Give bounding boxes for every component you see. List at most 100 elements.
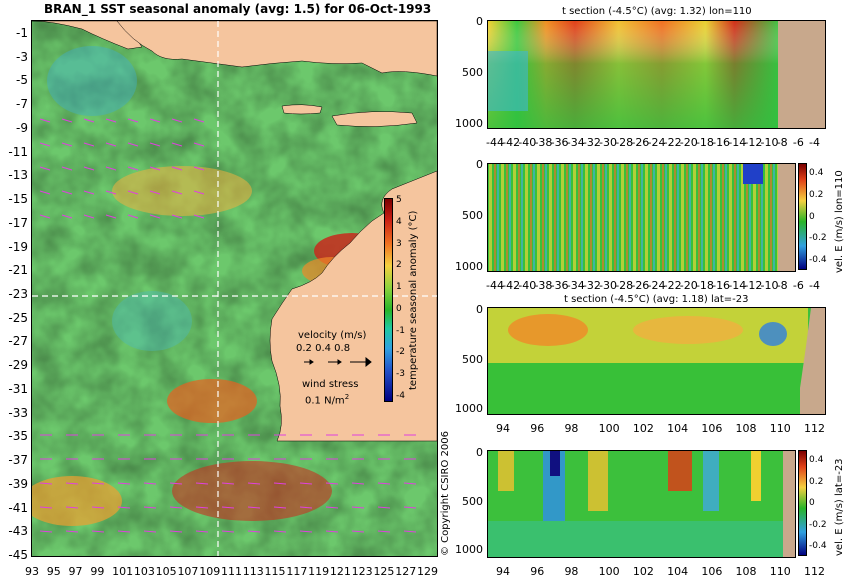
sst-cb-tick-5: 0 bbox=[396, 303, 402, 314]
p4-xtick-5: 104 bbox=[667, 565, 689, 578]
velocity-label: velocity (m/s) bbox=[298, 330, 367, 341]
p4-xtick-8: 110 bbox=[769, 565, 791, 578]
p4-cb-tick-0: 0.4 bbox=[809, 455, 824, 465]
lon-tick-2: 97 bbox=[68, 565, 83, 578]
p1-ytick-2: 1000 bbox=[455, 117, 483, 130]
p2-xtick-17: -10 bbox=[760, 279, 779, 292]
p2-xtick-16: -12 bbox=[744, 279, 763, 292]
p4-ytick-2: 1000 bbox=[455, 543, 483, 556]
lat-tick-1: -3 bbox=[16, 49, 28, 64]
lat-tick-4: -9 bbox=[16, 120, 28, 135]
p1-xtick-12: -20 bbox=[679, 136, 698, 149]
p2-xtick-20: -4 bbox=[809, 279, 820, 292]
lat-tick-5: -11 bbox=[8, 144, 28, 159]
sst-colorbar-label: temperature seasonal anomaly (°C) bbox=[408, 210, 419, 390]
section-panel-3 bbox=[487, 307, 826, 415]
p2-xtick-19: -6 bbox=[792, 279, 804, 292]
lon-tick-18: 129 bbox=[417, 565, 438, 578]
lat-tick-9: -19 bbox=[8, 239, 28, 254]
p2-ytick-1: 500 bbox=[462, 209, 483, 222]
sst-cb-tick-7: -2 bbox=[396, 347, 405, 358]
p4-xtick-9: 112 bbox=[804, 565, 825, 578]
lon-tick-17: 127 bbox=[395, 565, 417, 578]
p2-cb-tick-0: 0.4 bbox=[809, 168, 824, 178]
p4-ytick-1: 500 bbox=[462, 494, 483, 508]
p1-xtick-15: -14 bbox=[728, 136, 747, 149]
p2-xtick-12: -20 bbox=[679, 279, 698, 292]
p1-xtick-11: -22 bbox=[663, 136, 682, 149]
lat-tick-6: -13 bbox=[8, 168, 28, 183]
p2-xtick-1: -42 bbox=[502, 279, 521, 292]
p1-xtick-6: -32 bbox=[582, 136, 601, 149]
section-panel-2 bbox=[487, 163, 796, 272]
p4-ytick-0: 0 bbox=[476, 446, 483, 459]
p2-xtick-5: -34 bbox=[566, 279, 585, 292]
p2-cb-tick-4: -0.4 bbox=[809, 255, 827, 265]
velocity-scale: 0.2 0.4 0.8 bbox=[296, 343, 351, 354]
lat-tick-22: -45 bbox=[8, 548, 28, 562]
lon-tick-5: 103 bbox=[133, 565, 155, 578]
p4-cb-tick-2: 0 bbox=[809, 498, 815, 508]
sst-cb-tick-9: -4 bbox=[396, 391, 405, 401]
lat-tick-8: -17 bbox=[8, 215, 28, 230]
p2-xtick-15: -14 bbox=[728, 279, 747, 292]
p1-xtick-1: -42 bbox=[502, 136, 521, 149]
lat-tick-3: -7 bbox=[16, 97, 28, 112]
p1-ytick-0: 0 bbox=[476, 15, 483, 28]
sst-colorbar bbox=[384, 198, 393, 402]
sst-cb-tick-2: 3 bbox=[396, 238, 402, 249]
sst-map-svg bbox=[32, 21, 437, 556]
lon-tick-15: 123 bbox=[351, 565, 373, 578]
p4-xtick-4: 102 bbox=[632, 565, 654, 578]
p1-xtick-19: -6 bbox=[792, 136, 804, 149]
wind-stress-label: wind stress bbox=[302, 379, 359, 390]
p2-colorbar-label: vel. E (m/s) lon=110 bbox=[834, 170, 845, 273]
p1-ytick-1: 500 bbox=[462, 66, 483, 79]
p2-xtick-3: -38 bbox=[534, 279, 553, 292]
p2-ytick-0: 0 bbox=[476, 158, 483, 171]
sst-cb-tick-1: 4 bbox=[396, 216, 402, 227]
p4-colorbar bbox=[798, 450, 807, 556]
p2-xtick-14: -16 bbox=[712, 279, 731, 292]
p4-xtick-7: 108 bbox=[735, 565, 757, 578]
lat-tick-7: -15 bbox=[8, 192, 28, 207]
p2-cb-tick-2: 0 bbox=[809, 211, 815, 222]
p4-colorbar-label: vel. E (m/s) lat=-23 bbox=[834, 458, 845, 556]
p1-xtick-17: -10 bbox=[760, 136, 779, 149]
p3-xtick-3: 100 bbox=[598, 422, 620, 435]
lat-tick-18: -37 bbox=[8, 453, 28, 468]
p1-xtick-13: -18 bbox=[695, 136, 714, 149]
lat-tick-16: -33 bbox=[8, 405, 28, 420]
wind-stress-scale: 0.1 N/m2 bbox=[305, 393, 349, 406]
lat-tick-19: -39 bbox=[8, 476, 28, 491]
p2-xtick-0: -44 bbox=[486, 279, 504, 292]
lon-tick-0: 93 bbox=[25, 565, 39, 578]
p1-xtick-0: -44 bbox=[486, 136, 504, 149]
p4-cb-tick-1: 0.2 bbox=[809, 476, 824, 487]
lon-tick-4: 101 bbox=[112, 565, 134, 578]
p2-colorbar bbox=[798, 163, 807, 270]
p4-xtick-1: 96 bbox=[530, 565, 545, 578]
sst-cb-tick-3: 2 bbox=[396, 260, 402, 271]
p3-xtick-7: 108 bbox=[735, 422, 757, 435]
lon-tick-10: 113 bbox=[242, 565, 264, 578]
p3-ytick-0: 0 bbox=[476, 303, 483, 316]
p1-xtick-16: -12 bbox=[744, 136, 763, 149]
p3-xtick-5: 104 bbox=[667, 422, 689, 435]
lat-tick-0: -1 bbox=[16, 26, 28, 40]
section-panel-1 bbox=[487, 20, 826, 129]
lat-tick-20: -41 bbox=[8, 500, 28, 515]
velocity-scale-arrows bbox=[304, 356, 372, 368]
lon-tick-14: 121 bbox=[329, 565, 351, 578]
p4-xtick-2: 98 bbox=[564, 565, 579, 578]
p1-xtick-14: -16 bbox=[712, 136, 731, 149]
p3-xtick-4: 102 bbox=[632, 422, 654, 435]
lat-tick-12: -25 bbox=[8, 310, 28, 325]
p2-cb-tick-3: -0.2 bbox=[809, 233, 827, 244]
p4-xtick-6: 106 bbox=[701, 565, 723, 578]
p2-cb-tick-1: 0.2 bbox=[809, 189, 824, 200]
sst-map bbox=[31, 20, 438, 557]
sst-cb-tick-0: 5 bbox=[396, 195, 402, 205]
p1-title: t section (-4.5°C) (avg: 1.32) lon=110 bbox=[562, 6, 752, 17]
p1-xtick-9: -26 bbox=[631, 136, 650, 149]
